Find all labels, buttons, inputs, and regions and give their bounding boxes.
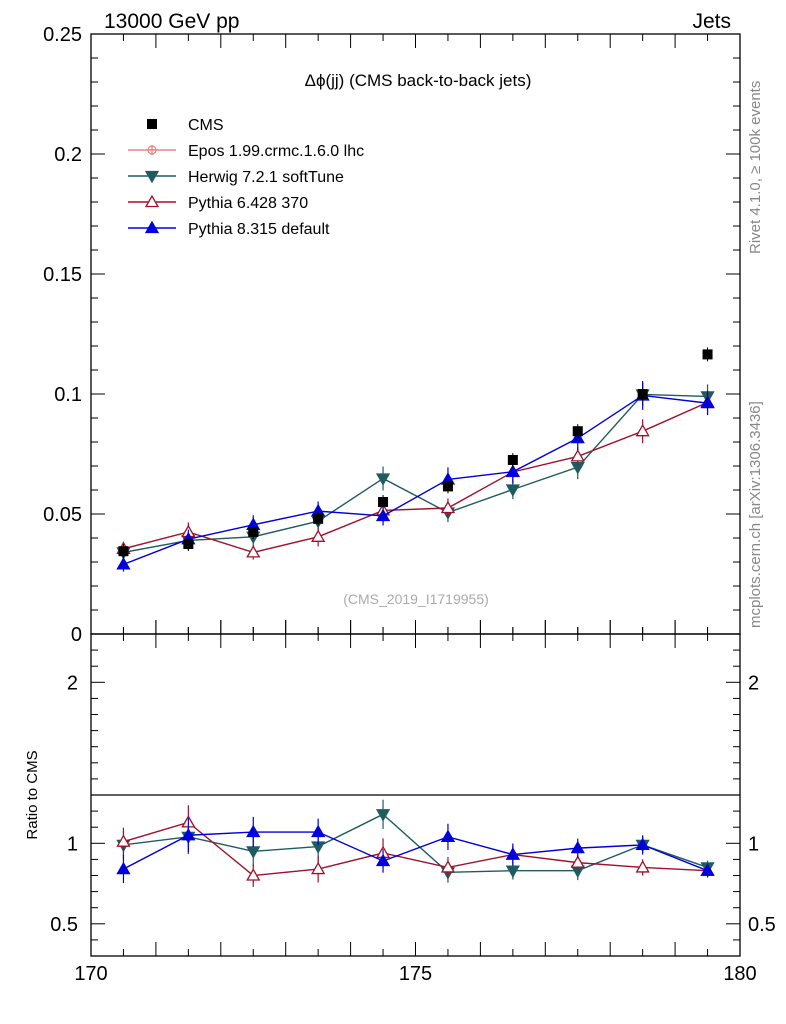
series-marker (635, 860, 650, 873)
cms-data-layer (118, 347, 713, 559)
data-marker (442, 481, 453, 492)
ratio-tick-label-right: 0.5 (748, 914, 776, 936)
series-marker (375, 853, 391, 867)
legend: CMS Epos 1.99.crmc.1.6.0 lhc Herwig 7.2.1 … (128, 117, 364, 238)
series-marker (147, 145, 157, 155)
legend-entry: Epos 1.99.crmc.1.6.0 lhc (128, 143, 364, 160)
series-marker (505, 464, 520, 477)
data-marker (147, 119, 157, 129)
series-marker (144, 220, 160, 234)
legend-label: Epos 1.99.crmc.1.6.0 lhc (188, 143, 364, 160)
data-marker (378, 497, 389, 507)
series-marker (635, 423, 650, 437)
legend-label: Pythia 6.428 370 (188, 195, 308, 212)
series-marker (144, 170, 160, 184)
series-marker (700, 863, 715, 876)
series-marker (570, 855, 585, 868)
data-marker (507, 455, 518, 465)
plot-title: Δϕ(jj) (CMS back-to-back jets) (305, 71, 532, 90)
data-marker (702, 349, 713, 360)
y-tick-label: 0.2 (54, 144, 82, 166)
legend-entry: Pythia 6.428 370 (128, 194, 308, 212)
series-marker (440, 829, 456, 843)
ratio-axis-ticks: 0.5 0.5 1 1 2 2 (50, 649, 776, 941)
series-marker (440, 500, 456, 514)
legend-entry: Pythia 8.315 default (128, 220, 330, 238)
ratio-series-line (123, 813, 708, 873)
ratio-tick-label-right: 1 (748, 833, 759, 855)
x-tick-label: 180 (723, 963, 756, 985)
series-marker (440, 860, 456, 873)
rivet-version-label: Rivet 4.1.0, ≥ 100k events (747, 81, 764, 254)
series-marker (570, 449, 585, 462)
x-axis-ticks: 170 175 180 (74, 34, 757, 985)
series-marker (375, 508, 391, 522)
series-marker (116, 861, 131, 875)
legend-label: Pythia 8.315 default (188, 221, 330, 238)
y-tick-label: 0.05 (43, 504, 82, 526)
x-tick-label: 170 (74, 963, 107, 985)
y-tick-label: 0 (71, 624, 82, 646)
series-marker (700, 395, 715, 409)
series-marker (116, 834, 131, 847)
y-tick-label: 0.25 (43, 24, 82, 46)
ratio-series-line (123, 831, 708, 872)
ratio-tick-label: 0.5 (50, 914, 78, 936)
analysis-tag: (CMS_2019_I1719955) (343, 591, 489, 607)
series-line (123, 393, 708, 554)
series-marker (570, 840, 585, 854)
series-marker (505, 484, 520, 497)
ratio-tick-label: 2 (67, 672, 78, 694)
y-tick-label: 0.15 (43, 264, 82, 286)
x-tick-label: 175 (399, 963, 432, 985)
main-series-layer (116, 381, 715, 572)
series-marker (375, 809, 391, 822)
ratio-tick-label: 1 (67, 833, 78, 855)
series-line (123, 394, 708, 566)
mcplots-label: mcplots.cern.ch [arXiv:1306.3436] (747, 401, 764, 628)
data-marker (248, 527, 259, 537)
data-marker (313, 513, 324, 524)
series-marker (311, 529, 326, 542)
series-marker (116, 557, 131, 570)
data-marker (572, 426, 583, 437)
series-marker (144, 194, 160, 208)
series-marker (246, 868, 261, 881)
header-left: 13000 GeV pp (104, 10, 239, 33)
series-marker (246, 846, 261, 859)
data-marker (118, 546, 129, 557)
series-marker (505, 847, 520, 860)
ratio-series-line (123, 821, 708, 877)
series-marker (181, 827, 196, 841)
legend-entry: Herwig 7.2.1 softTune (128, 169, 344, 186)
y-tick-label: 0.1 (54, 384, 82, 406)
series-marker (246, 545, 261, 558)
series-marker (311, 824, 326, 838)
series-marker (375, 473, 391, 486)
series-marker (311, 861, 326, 875)
series-marker (635, 837, 650, 851)
ratio-tick-label-right: 2 (748, 672, 759, 694)
ratio-series-layer (116, 799, 715, 887)
legend-entry: CMS (147, 117, 224, 134)
series-line (123, 401, 708, 554)
main-axis-ticks: 0 0.05 0.1 0.15 0.2 0.25 (43, 24, 740, 646)
data-marker (637, 389, 648, 399)
series-marker (246, 824, 261, 838)
header-right: Jets (692, 10, 731, 33)
series-marker (505, 865, 520, 878)
legend-label: CMS (188, 117, 224, 134)
ratio-ylabel: Ratio to CMS (24, 750, 41, 839)
data-marker (183, 539, 194, 549)
legend-label: Herwig 7.2.1 softTune (188, 169, 344, 186)
